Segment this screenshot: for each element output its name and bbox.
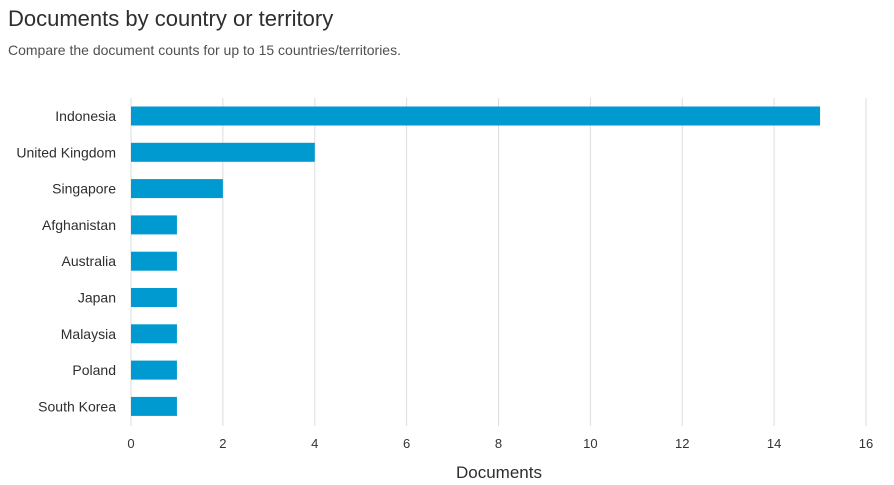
category-label: Singapore bbox=[52, 181, 116, 197]
category-label: United Kingdom bbox=[16, 144, 116, 160]
bar-singapore[interactable] bbox=[131, 179, 223, 199]
category-label: Poland bbox=[72, 362, 116, 378]
bar-poland[interactable] bbox=[131, 360, 177, 380]
x-tick-label: 16 bbox=[859, 436, 873, 451]
bars bbox=[131, 106, 821, 416]
category-label: Australia bbox=[62, 253, 117, 269]
x-tick-label: 0 bbox=[127, 436, 134, 451]
x-tick-label: 8 bbox=[495, 436, 502, 451]
chart-subtitle: Compare the document counts for up to 15… bbox=[8, 42, 401, 58]
bar-indonesia[interactable] bbox=[131, 106, 821, 126]
bar-united-kingdom[interactable] bbox=[131, 142, 315, 162]
x-tick-label: 10 bbox=[583, 436, 597, 451]
category-label: South Korea bbox=[38, 398, 116, 414]
x-tick-label: 14 bbox=[767, 436, 781, 451]
category-label: Afghanistan bbox=[42, 217, 116, 233]
x-tick-label: 2 bbox=[219, 436, 226, 451]
bar-malaysia[interactable] bbox=[131, 324, 177, 344]
category-label: Indonesia bbox=[55, 108, 116, 124]
x-tick-label: 12 bbox=[675, 436, 689, 451]
x-tick-labels: 0 2 4 6 8 10 12 14 16 bbox=[127, 436, 873, 451]
bar-australia[interactable] bbox=[131, 251, 177, 271]
category-label: Japan bbox=[78, 290, 116, 306]
chart-title: Documents by country or territory bbox=[8, 6, 334, 31]
category-labels: Indonesia United Kingdom Singapore Afghanis… bbox=[16, 108, 116, 414]
bar-afghanistan[interactable] bbox=[131, 215, 177, 235]
category-label: Malaysia bbox=[61, 326, 116, 342]
bar-south-korea[interactable] bbox=[131, 396, 177, 416]
x-tick-label: 6 bbox=[403, 436, 410, 451]
x-axis-title: Documents bbox=[456, 463, 542, 482]
x-tick-label: 4 bbox=[311, 436, 318, 451]
bar-japan[interactable] bbox=[131, 288, 177, 307]
